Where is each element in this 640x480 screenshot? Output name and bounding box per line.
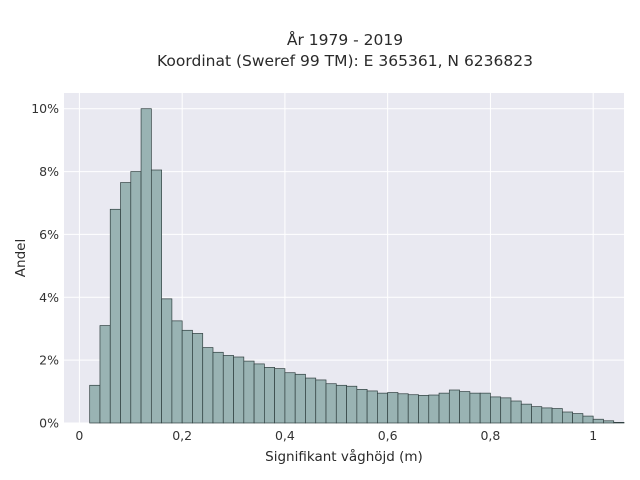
histogram-bar xyxy=(181,329,193,424)
histogram-bar xyxy=(284,372,296,424)
histogram-bar xyxy=(541,407,553,424)
histogram-bar xyxy=(109,208,121,424)
histogram-bar xyxy=(438,392,450,424)
x-tick-label: 0,4 xyxy=(275,428,295,443)
histogram-bar xyxy=(161,298,173,424)
histogram-bar xyxy=(356,389,368,424)
histogram-bar xyxy=(428,394,440,424)
histogram-bar xyxy=(294,373,306,424)
y-tick-label: 0% xyxy=(39,416,59,431)
x-tick-label: 0,6 xyxy=(378,428,398,443)
histogram-bar xyxy=(192,333,204,424)
histogram-bar xyxy=(582,415,594,424)
histogram-bar xyxy=(212,351,224,424)
histogram-bar xyxy=(264,367,275,424)
histogram-bar xyxy=(418,394,430,424)
histogram-bar xyxy=(592,418,604,424)
histogram-bar xyxy=(99,325,111,424)
x-tick-labels: 0 0,2 0,4 0,6 0,8 1 xyxy=(75,428,597,443)
histogram-bars xyxy=(89,108,625,424)
y-tick-label: 2% xyxy=(39,353,59,368)
histogram-bar xyxy=(150,169,162,424)
histogram-bar xyxy=(397,393,409,424)
x-tick-label: 0 xyxy=(75,428,83,443)
histogram-bar xyxy=(171,320,183,424)
histogram-bar xyxy=(274,368,286,424)
histogram-bar xyxy=(407,394,419,424)
histogram-bar xyxy=(243,360,255,424)
histogram-bar xyxy=(469,392,481,424)
histogram-bar xyxy=(603,420,615,424)
y-tick-label: 4% xyxy=(39,290,59,305)
histogram-bar xyxy=(531,406,543,424)
histogram-bar xyxy=(561,411,573,424)
histogram-bar xyxy=(613,422,625,424)
histogram-bar xyxy=(366,390,378,424)
y-tick-labels: 0% 2% 4% 6% 8% 10% xyxy=(31,101,59,430)
histogram-bar xyxy=(89,384,101,424)
histogram-bar xyxy=(551,408,563,424)
histogram-bar xyxy=(305,377,317,424)
histogram-bar xyxy=(479,392,491,424)
histogram-bar xyxy=(510,400,522,424)
histogram-bar xyxy=(490,396,502,424)
histogram-bar xyxy=(315,379,327,424)
histogram-bar xyxy=(253,363,265,424)
histogram-bar xyxy=(120,182,132,424)
x-tick-label: 0,8 xyxy=(480,428,500,443)
histogram-bar xyxy=(377,392,389,424)
y-tick-label: 10% xyxy=(31,101,59,116)
histogram-bar xyxy=(500,397,512,424)
histogram-bar xyxy=(233,356,245,424)
histogram-bar xyxy=(459,391,471,424)
histogram-bar xyxy=(448,389,460,424)
histogram-bar xyxy=(335,384,347,424)
histogram-bar xyxy=(572,413,584,424)
chart-title-line1: År 1979 - 2019 xyxy=(287,30,403,49)
y-axis-label: Andel xyxy=(13,239,29,277)
y-tick-label: 6% xyxy=(39,227,59,242)
x-tick-label: 1 xyxy=(589,428,597,443)
histogram-bar xyxy=(520,403,532,424)
histogram-bar xyxy=(140,108,152,424)
histogram-bar xyxy=(222,355,234,424)
histogram-bar xyxy=(387,392,399,424)
histogram-bar xyxy=(130,171,142,424)
y-tick-label: 8% xyxy=(39,164,59,179)
x-axis-label: Signifikant våghöjd (m) xyxy=(265,448,423,465)
histogram-bar xyxy=(202,347,214,424)
histogram-bar xyxy=(346,385,358,424)
x-tick-label: 0,2 xyxy=(172,428,192,443)
histogram-bar xyxy=(325,383,337,424)
chart-title-line2: Koordinat (Sweref 99 TM): E 365361, N 62… xyxy=(157,52,533,70)
